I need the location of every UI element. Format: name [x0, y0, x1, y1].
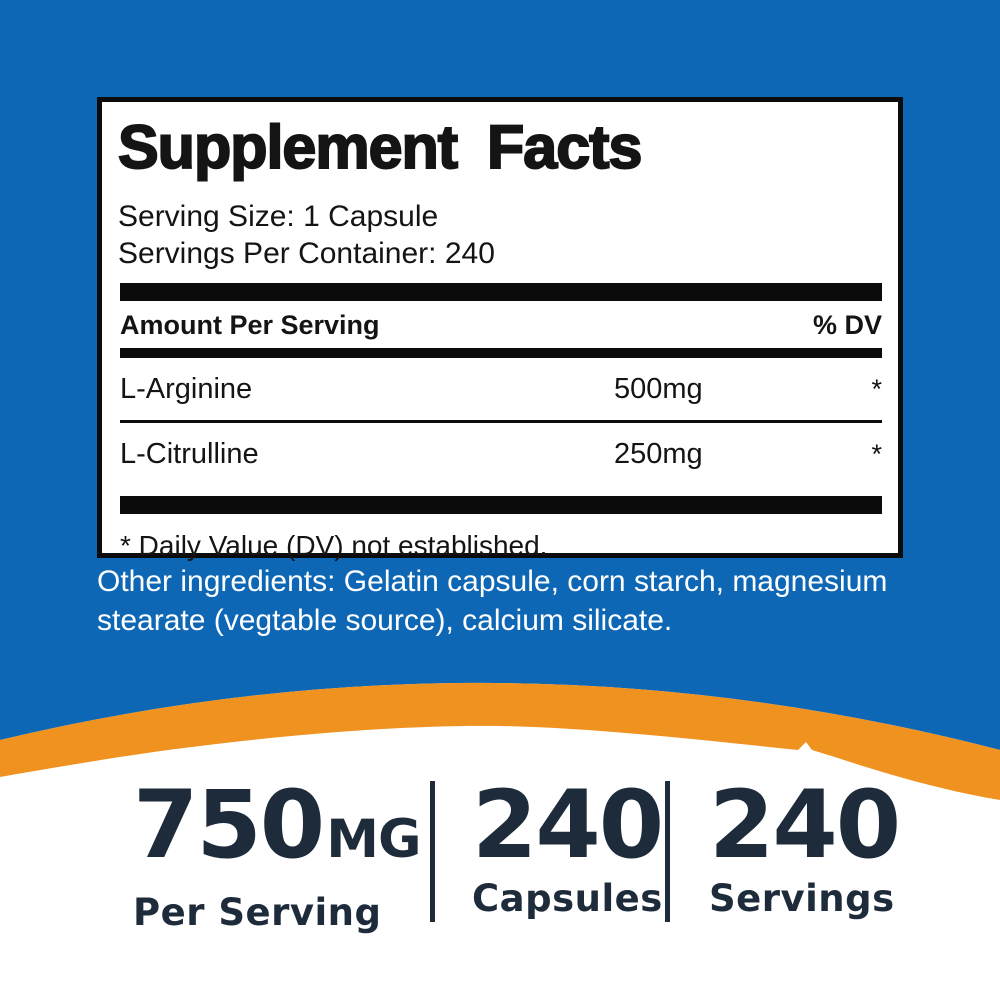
other-ingredients-line1: Other ingredients: Gelatin capsule, corn…: [97, 565, 888, 598]
stat-unit: MG: [326, 809, 421, 870]
table-header-row: Amount Per Serving % DV: [118, 310, 884, 341]
stat-value-line: 240: [709, 771, 902, 880]
ingredient-name: L-Arginine: [120, 373, 253, 405]
stat-value-line: 240: [472, 771, 665, 880]
amount-per-serving-header: Amount Per Serving: [120, 310, 380, 340]
ingredient-amount: 250mg: [614, 438, 703, 470]
stat-value-line: 750 MG: [133, 771, 430, 883]
supplement-facts-panel: Supplement Facts Serving Size: 1 Capsule…: [97, 97, 903, 561]
ingredient-dv: *: [871, 374, 882, 404]
stats-strip: 750 MG Per Serving 240 Capsules 240 Serv…: [133, 771, 902, 935]
stat-per-serving: 750 MG Per Serving: [133, 771, 430, 935]
divider-hairline: [120, 420, 882, 423]
divider-thick-bottom: [120, 496, 882, 514]
serving-size: Serving Size: 1 Capsule: [118, 200, 439, 233]
dv-footnote: * Daily Value (DV) not established.: [120, 530, 548, 561]
stat-label: Capsules: [472, 877, 663, 920]
other-ingredients-line2: stearate (vegtable source), calcium sili…: [97, 604, 673, 637]
stat-label: Per Serving: [133, 891, 382, 934]
ingredient-dv: *: [871, 439, 882, 469]
table-row-l-citrulline: L-Citrulline 250mg *: [118, 423, 884, 485]
stat-value: 240: [472, 771, 664, 880]
stat-divider: [430, 781, 435, 922]
stat-value: 240: [709, 771, 901, 880]
panel-title: Supplement Facts: [117, 112, 643, 182]
stat-label: Servings: [709, 877, 895, 920]
stat-servings: 240 Servings: [670, 771, 902, 934]
servings-per-container: Servings Per Container: 240: [118, 237, 495, 270]
divider-medium: [120, 348, 882, 358]
stat-capsules: 240 Capsules: [435, 771, 665, 934]
stat-divider: [665, 781, 670, 922]
orange-swoosh-shape: [0, 682, 1000, 800]
table-row-l-arginine: L-Arginine 500mg *: [118, 358, 884, 420]
ingredient-amount: 500mg: [614, 373, 703, 405]
percent-dv-header: % DV: [812, 310, 882, 340]
ingredient-name: L-Citrulline: [120, 438, 259, 470]
divider-thick-top: [120, 283, 882, 301]
other-ingredients: Other ingredients: Gelatin capsule, corn…: [97, 562, 957, 640]
stat-value: 750: [133, 771, 325, 880]
